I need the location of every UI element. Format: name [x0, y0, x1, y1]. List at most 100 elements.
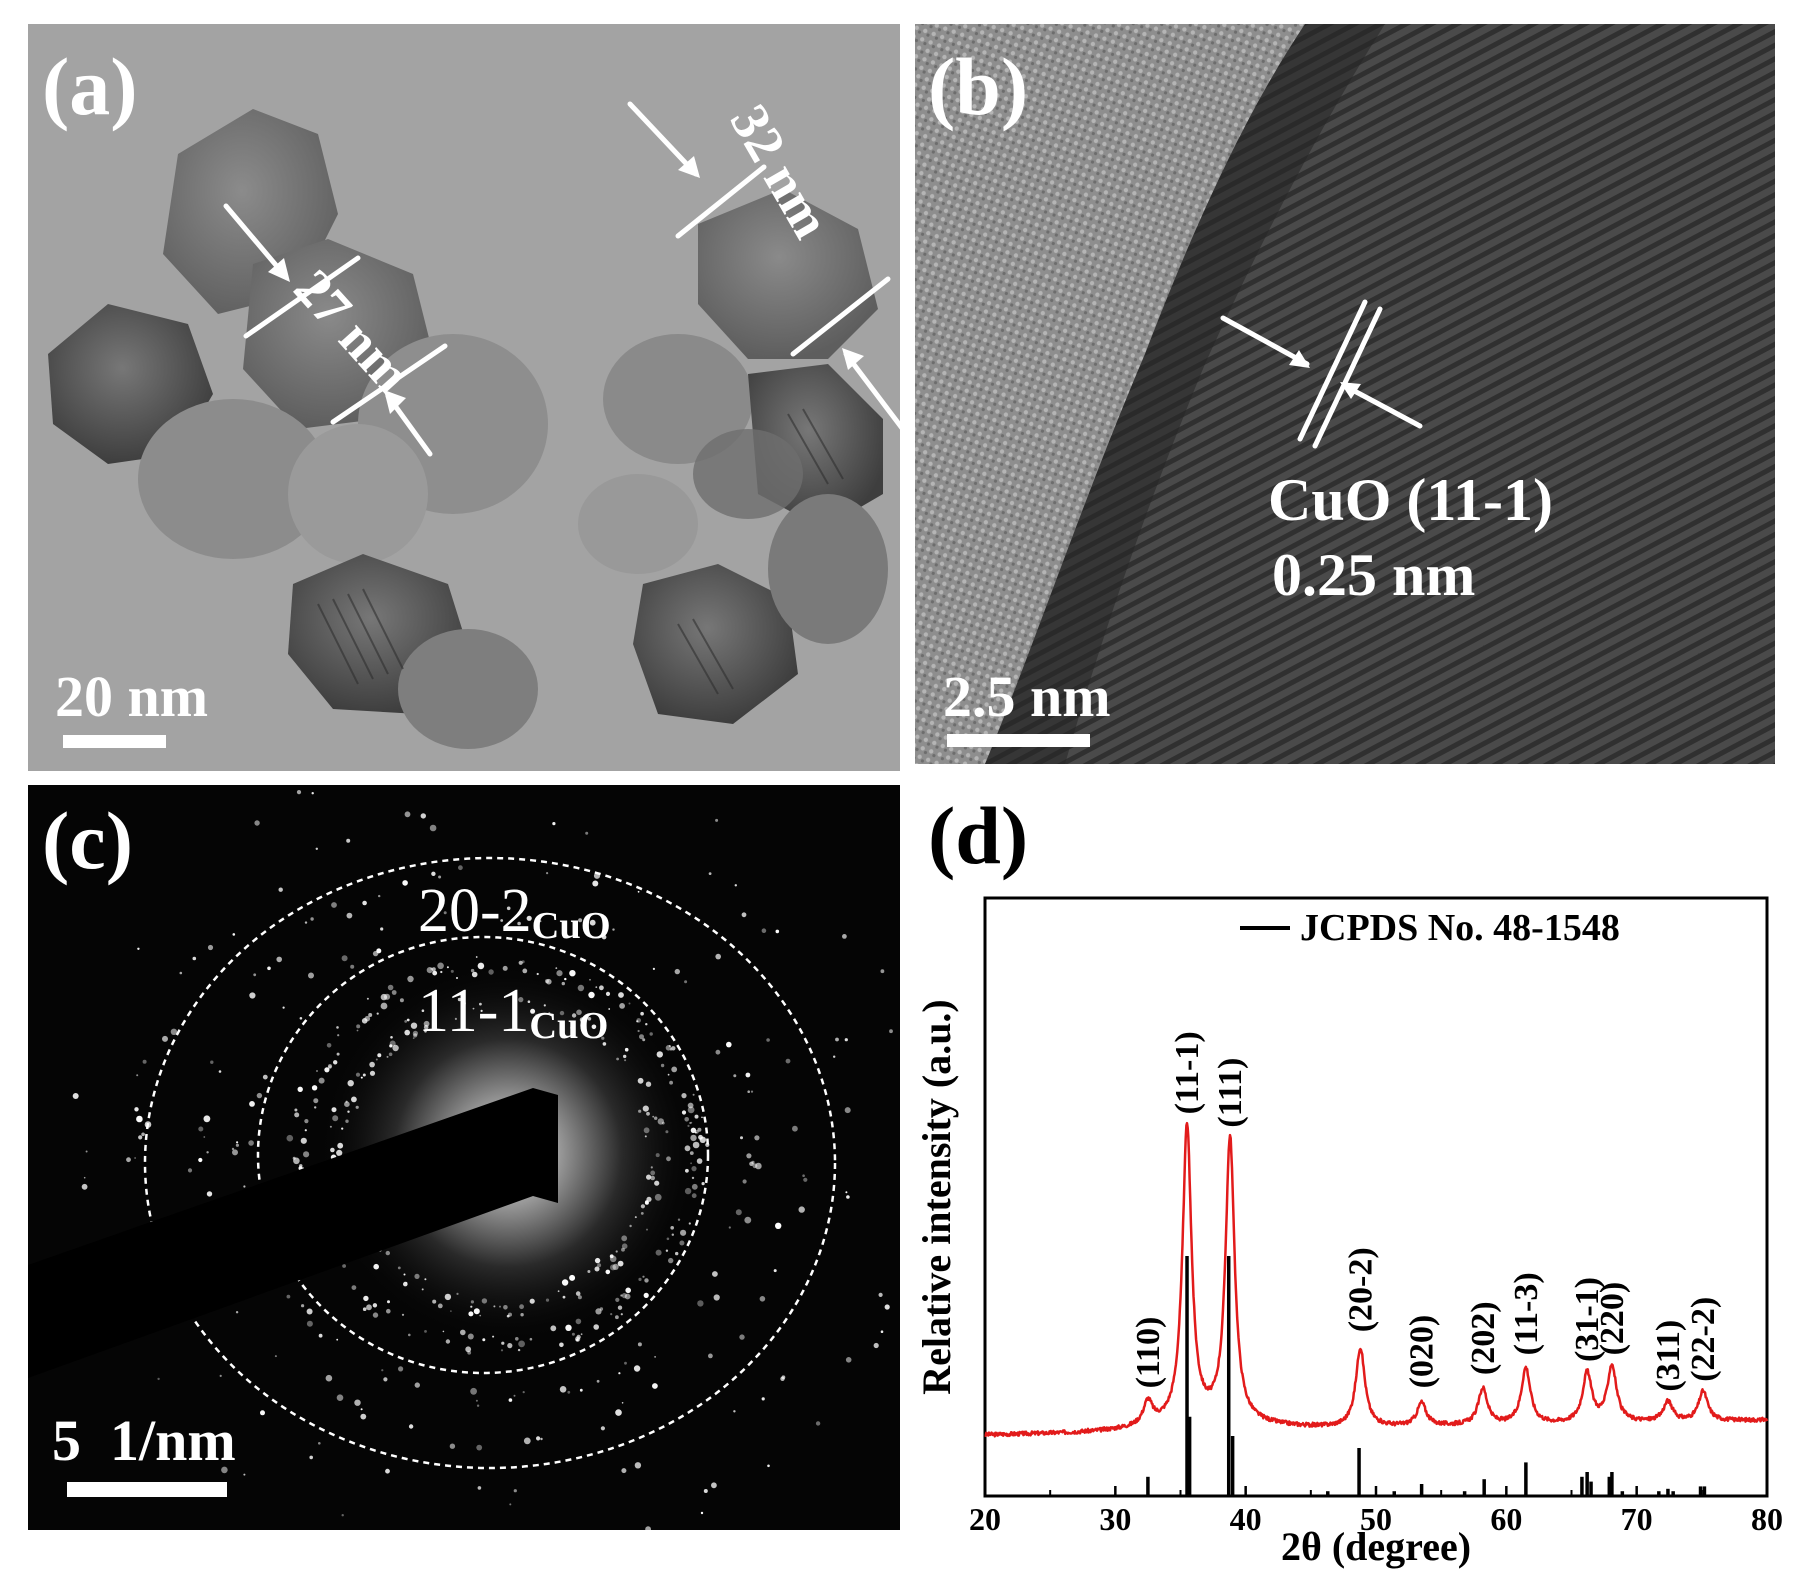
diffraction-spot [610, 1313, 613, 1316]
peak-label: (111) [1212, 1058, 1249, 1128]
diffraction-spot [755, 1162, 762, 1170]
diffraction-spot [690, 1121, 693, 1124]
diffraction-spot [715, 818, 719, 822]
diffraction-spot [231, 1147, 235, 1151]
diffraction-spot [134, 1157, 136, 1159]
diffraction-spot [884, 1304, 890, 1310]
diffraction-spot [404, 1020, 408, 1023]
diffraction-spot [715, 1049, 721, 1055]
diffraction-spot [844, 1038, 848, 1042]
diffraction-spot [556, 970, 563, 977]
diffraction-spot [399, 998, 404, 1003]
diffraction-spot [332, 1115, 339, 1122]
diffraction-spot [470, 1305, 473, 1308]
diffraction-spot [387, 984, 394, 991]
diffraction-spot [671, 1046, 676, 1051]
diffraction-spot [742, 1179, 747, 1184]
diffraction-spot [336, 1149, 343, 1156]
diffraction-spot [637, 890, 640, 893]
diffraction-spot [368, 1013, 373, 1017]
diffraction-spot [701, 1116, 703, 1119]
ring-phase-20-2: CuO [531, 904, 611, 947]
diffraction-spot [136, 1074, 139, 1077]
diffraction-spot [575, 1336, 581, 1342]
diffraction-spot [162, 1035, 168, 1042]
diffraction-spot [401, 1313, 405, 1316]
diffraction-spot [577, 984, 585, 992]
diffraction-spot [684, 980, 688, 984]
diffraction-spot [599, 985, 604, 991]
diffraction-spot [136, 1115, 143, 1123]
diffraction-spot [385, 1468, 390, 1474]
diffraction-spot [360, 1413, 367, 1420]
peak-labels: (110) (11-1) (111) (20-2) (020) (202) (11-3) (3… [1130, 1031, 1722, 1391]
diffraction-spot [456, 977, 458, 979]
diffraction-spot [372, 1303, 378, 1308]
diffraction-spot [749, 1161, 754, 1166]
ring-index-11-1: 11-1 [418, 977, 530, 1045]
diffraction-spot [373, 1263, 380, 1270]
diffraction-spot [479, 1002, 482, 1006]
diffraction-spot [681, 1093, 687, 1099]
diffraction-spot [593, 1324, 599, 1330]
diffraction-spot [304, 921, 308, 924]
diffraction-spot [750, 1090, 754, 1093]
diffraction-spot [696, 1158, 703, 1164]
diffraction-spot [878, 1292, 883, 1297]
d-spacing-label: 0.25 nm [1272, 542, 1476, 608]
diffraction-spot [480, 1009, 483, 1012]
diffraction-spot [555, 967, 558, 969]
diffraction-spot [747, 1090, 750, 1093]
diffraction-spot [397, 1266, 401, 1270]
diffraction-spot [450, 969, 454, 973]
diffraction-spot [350, 964, 355, 969]
diffraction-spot [546, 872, 549, 875]
diffraction-spot [761, 928, 767, 933]
diffraction-spot [381, 1369, 384, 1372]
diffraction-spot [262, 1074, 268, 1080]
diffraction-spot [315, 847, 318, 850]
diffraction-spot [207, 944, 214, 951]
diffraction-spot [260, 1410, 265, 1416]
diffraction-spot [889, 1029, 893, 1034]
diffraction-spot [363, 1295, 369, 1302]
diffraction-spot [331, 1107, 337, 1113]
diffraction-spot [846, 1195, 850, 1199]
diffraction-spot [759, 1296, 766, 1302]
panel-d-xrd-chart: 20 30 40 50 60 70 80 (110) (11-1) (111) (20-2) (02… [900, 860, 1797, 1571]
diffraction-spot [208, 1440, 214, 1445]
diffraction-spot [500, 919, 504, 922]
diffraction-spot [644, 1278, 649, 1283]
diffraction-spot [640, 1212, 644, 1215]
reference-lines [1146, 1256, 1707, 1496]
diffraction-spot [646, 1174, 652, 1180]
diffraction-spot [454, 1017, 457, 1020]
x-tick-label: 60 [1490, 1501, 1522, 1537]
peak-label: (220) [1594, 1282, 1631, 1356]
diffraction-spot [372, 1312, 379, 1318]
diffraction-spot [378, 894, 381, 898]
diffraction-spot [471, 971, 478, 978]
diffraction-spot [773, 1269, 777, 1273]
diffraction-spot [636, 1018, 641, 1023]
diffraction-spot [570, 1026, 574, 1030]
diffraction-spot [324, 1067, 330, 1073]
diffraction-spot [684, 1117, 689, 1122]
diffraction-spot [697, 1300, 704, 1307]
panel-a-scale-bar-text: 20 nm [55, 664, 209, 729]
diffraction-spot [325, 1374, 333, 1382]
diffraction-spot [347, 1110, 350, 1113]
diffraction-spot [243, 1473, 246, 1476]
diffraction-spot [677, 1218, 681, 1221]
diffraction-spot [587, 1017, 592, 1021]
diffraction-spot [521, 960, 525, 964]
diffraction-spot [671, 1233, 674, 1236]
diffraction-spot [621, 1402, 624, 1404]
diffraction-spot [688, 1222, 691, 1225]
diffraction-spot [621, 1235, 628, 1242]
diffraction-spot [513, 916, 516, 919]
y-axis-label: Relative intensity (a.u.) [914, 999, 959, 1395]
diffraction-spot [588, 991, 595, 999]
diffraction-spot [198, 1157, 203, 1163]
panel-b-scale-bar [947, 734, 1090, 747]
